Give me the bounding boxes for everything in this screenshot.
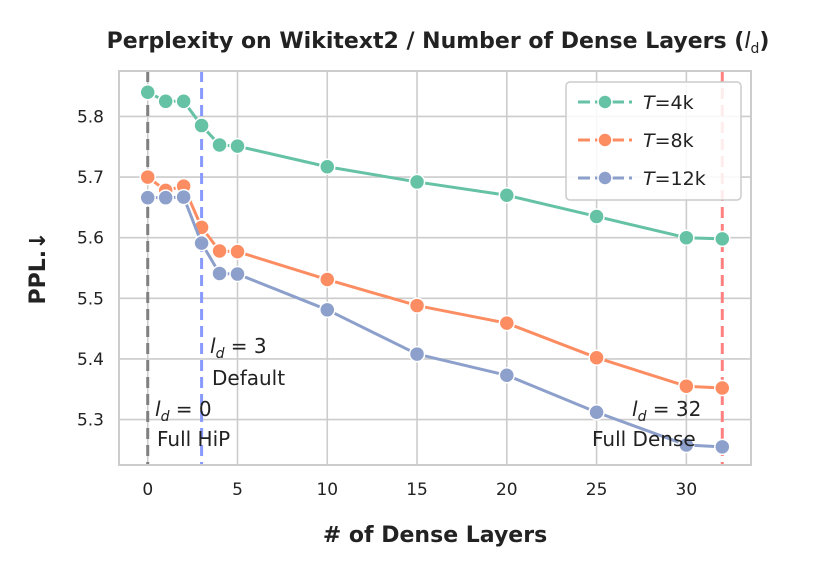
y-tick-label: 5.8: [77, 107, 104, 127]
legend-marker-12k: [597, 170, 613, 186]
y-axis-label: PPL.↓: [26, 231, 51, 304]
data-point: [714, 438, 731, 456]
data-point: [498, 367, 516, 384]
y-tick-label: 5.6: [77, 229, 104, 249]
y-tick-labels: 5.3 5.4 5.5 5.6 5.7 5.8: [77, 107, 104, 430]
data-point: [408, 345, 426, 363]
data-point: [678, 229, 695, 246]
data-point: [139, 168, 156, 186]
data-point: [588, 349, 605, 366]
data-point: [229, 243, 246, 260]
data-point: [211, 265, 228, 282]
y-tick-label: 5.5: [77, 289, 104, 309]
annotation-default-eq: ld = 3: [210, 334, 267, 362]
data-point: [211, 136, 228, 154]
y-tick-label: 5.3: [77, 411, 104, 431]
annotation-full-dense-eq: ld = 32: [632, 397, 701, 425]
x-axis-label: # of Dense Layers: [323, 523, 547, 548]
data-point: [319, 271, 336, 288]
data-point: [139, 189, 156, 206]
series-layer: [139, 83, 731, 456]
data-point: [588, 404, 605, 421]
x-tick-label: 30: [676, 480, 698, 500]
legend-label-12k: T=12k: [643, 168, 706, 190]
legend-marker-4k: [597, 94, 613, 110]
data-point: [157, 189, 174, 206]
legend-box: [565, 81, 742, 201]
annotation-full-hip-label: Full HiP: [157, 427, 230, 451]
data-point: [498, 314, 516, 332]
data-point: [193, 234, 210, 252]
legend-label-4k: T=4k: [643, 92, 694, 114]
data-point: [714, 379, 731, 397]
annotation-default-label: Default: [212, 366, 285, 390]
data-point: [714, 230, 731, 248]
data-point: [408, 297, 426, 314]
annotation-full-hip-eq: ld = 0: [155, 397, 212, 425]
data-point: [193, 117, 210, 134]
x-tick-label: 0: [142, 480, 153, 500]
data-point: [678, 377, 695, 395]
chart-title: Perplexity on Wikitext2 / Number of Dens…: [107, 29, 770, 57]
data-point: [211, 242, 228, 260]
data-point: [229, 265, 246, 283]
y-tick-label: 5.4: [77, 350, 104, 370]
data-point: [408, 173, 426, 191]
data-point: [588, 208, 605, 225]
plot-frame: [118, 70, 752, 466]
x-tick-label: 25: [586, 480, 608, 500]
data-point: [229, 137, 246, 155]
vline-layer: [146, 71, 724, 465]
data-point: [175, 188, 192, 206]
x-tick-label: 15: [406, 480, 428, 500]
data-point: [319, 301, 336, 319]
legend-marker-8k: [597, 132, 613, 148]
data-point: [498, 187, 516, 204]
legend-label-8k: T=8k: [643, 130, 694, 152]
x-tick-label: 10: [316, 480, 338, 500]
x-tick-label: 5: [232, 480, 243, 500]
data-point: [678, 436, 695, 454]
data-point: [319, 158, 336, 176]
x-tick-label: 20: [496, 480, 518, 500]
y-tick-label: 5.7: [77, 168, 104, 188]
data-point: [157, 93, 174, 110]
x-tick-labels: 0 5 10 15 20 25 30: [142, 480, 697, 500]
data-point: [175, 93, 192, 110]
data-point: [139, 83, 156, 101]
legend: T=4k T=8k T=12k: [565, 81, 742, 201]
annotation-full-dense-label: Full Dense: [592, 427, 696, 451]
